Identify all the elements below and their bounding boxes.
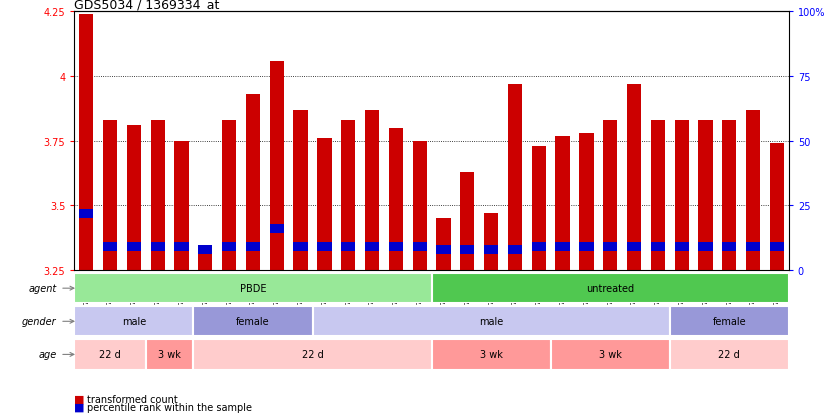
Bar bbox=[222, 243, 236, 252]
Bar bbox=[484, 245, 498, 254]
Text: male: male bbox=[121, 316, 146, 327]
Bar bbox=[722, 243, 737, 252]
Bar bbox=[365, 110, 379, 271]
Bar bbox=[222, 121, 236, 271]
Bar bbox=[150, 243, 165, 252]
Bar bbox=[698, 121, 713, 271]
Bar bbox=[670, 339, 789, 370]
Bar bbox=[436, 219, 451, 271]
Bar bbox=[293, 243, 308, 252]
Bar bbox=[193, 339, 431, 370]
Bar bbox=[603, 243, 617, 252]
Bar bbox=[579, 243, 594, 252]
Bar bbox=[532, 147, 546, 271]
Bar bbox=[193, 306, 312, 337]
Bar bbox=[317, 243, 331, 252]
Text: GDS5034 / 1369334_at: GDS5034 / 1369334_at bbox=[74, 0, 220, 11]
Text: age: age bbox=[38, 349, 56, 360]
Bar bbox=[389, 243, 403, 252]
Bar bbox=[74, 339, 145, 370]
Bar bbox=[722, 121, 737, 271]
Text: female: female bbox=[236, 316, 270, 327]
Bar bbox=[579, 134, 594, 271]
Bar bbox=[389, 128, 403, 271]
Bar bbox=[436, 245, 451, 254]
Bar bbox=[460, 245, 474, 254]
Bar bbox=[145, 339, 193, 370]
Bar bbox=[460, 173, 474, 271]
Text: PBDE: PBDE bbox=[240, 283, 266, 294]
Bar bbox=[174, 243, 188, 252]
Bar bbox=[103, 121, 117, 271]
Bar bbox=[508, 85, 522, 271]
Text: 3 wk: 3 wk bbox=[480, 349, 502, 360]
Bar bbox=[484, 214, 498, 271]
Bar bbox=[198, 247, 212, 271]
Text: transformed count: transformed count bbox=[87, 394, 178, 404]
Bar bbox=[603, 121, 617, 271]
Bar bbox=[555, 136, 570, 271]
Bar bbox=[651, 243, 665, 252]
Bar bbox=[770, 243, 784, 252]
Bar bbox=[246, 243, 260, 252]
Bar bbox=[651, 121, 665, 271]
Bar bbox=[74, 306, 193, 337]
Bar bbox=[269, 62, 284, 271]
Text: 3 wk: 3 wk bbox=[158, 349, 181, 360]
Text: 22 d: 22 d bbox=[99, 349, 121, 360]
Text: ■: ■ bbox=[74, 394, 85, 404]
Bar bbox=[675, 243, 689, 252]
Text: female: female bbox=[713, 316, 746, 327]
Bar bbox=[341, 121, 355, 271]
Bar bbox=[74, 273, 431, 304]
Bar bbox=[675, 121, 689, 271]
Text: 22 d: 22 d bbox=[301, 349, 323, 360]
Bar bbox=[126, 126, 141, 271]
Bar bbox=[746, 110, 760, 271]
Bar bbox=[293, 110, 308, 271]
Bar bbox=[150, 121, 165, 271]
Text: male: male bbox=[479, 316, 503, 327]
Text: percentile rank within the sample: percentile rank within the sample bbox=[87, 402, 252, 412]
Text: 3 wk: 3 wk bbox=[599, 349, 622, 360]
Text: 22 d: 22 d bbox=[719, 349, 740, 360]
Bar bbox=[532, 243, 546, 252]
Bar bbox=[555, 243, 570, 252]
Bar bbox=[698, 243, 713, 252]
Bar bbox=[627, 243, 641, 252]
Bar bbox=[79, 15, 93, 271]
Bar bbox=[770, 144, 784, 271]
Bar bbox=[551, 339, 670, 370]
Bar bbox=[670, 306, 789, 337]
Bar bbox=[746, 243, 760, 252]
Bar bbox=[269, 225, 284, 234]
Bar bbox=[412, 142, 427, 271]
Bar bbox=[126, 243, 141, 252]
Bar bbox=[312, 306, 670, 337]
Bar bbox=[627, 85, 641, 271]
Bar bbox=[317, 139, 331, 271]
Bar bbox=[198, 245, 212, 254]
Bar bbox=[508, 245, 522, 254]
Text: untreated: untreated bbox=[586, 283, 634, 294]
Bar bbox=[365, 243, 379, 252]
Text: gender: gender bbox=[21, 316, 56, 327]
Bar bbox=[341, 243, 355, 252]
Bar bbox=[246, 95, 260, 271]
Text: ■: ■ bbox=[74, 402, 85, 412]
Bar bbox=[79, 209, 93, 218]
Bar bbox=[431, 273, 789, 304]
Bar bbox=[412, 243, 427, 252]
Text: agent: agent bbox=[28, 283, 56, 294]
Bar bbox=[174, 142, 188, 271]
Bar bbox=[431, 339, 551, 370]
Bar bbox=[103, 243, 117, 252]
